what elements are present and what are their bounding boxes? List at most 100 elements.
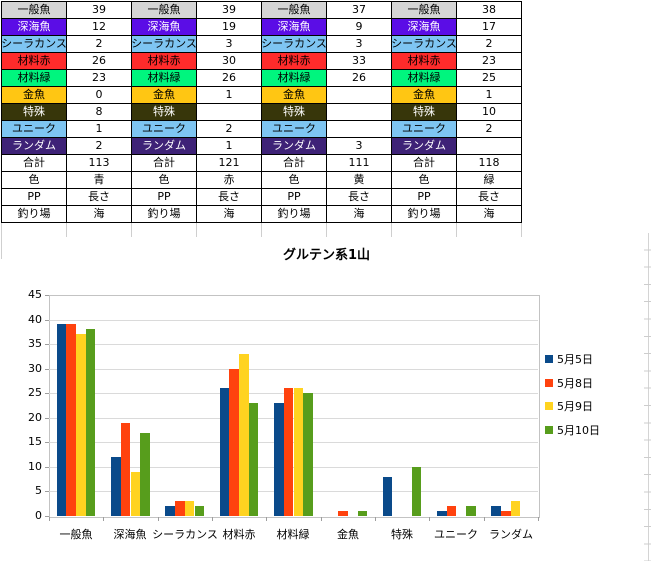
bar-5月9日-深海魚[interactable]: [130, 471, 141, 516]
bar-5月5日-特殊[interactable]: [382, 476, 393, 516]
table-1-label-cell[interactable]: 合計: [2, 155, 67, 172]
table-1-label-cell[interactable]: 金魚: [2, 87, 67, 104]
table-2-value-cell[interactable]: 26: [197, 70, 262, 87]
bar-5月10日-シーラカンス[interactable]: [194, 506, 205, 516]
table-3-label-cell[interactable]: 深海魚: [262, 19, 327, 36]
bar-5月5日-シーラカンス[interactable]: [165, 506, 176, 516]
table-1-value-cell[interactable]: 12: [67, 19, 132, 36]
table-3-label-cell[interactable]: 材料赤: [262, 53, 327, 70]
table-2-label-cell[interactable]: ランダム: [132, 138, 197, 155]
bar-5月8日-金魚[interactable]: [338, 511, 348, 516]
bar-5月5日-材料赤[interactable]: [219, 388, 230, 516]
table-3-label-cell[interactable]: シーラカンス: [262, 36, 327, 53]
table-3-value-cell[interactable]: 長さ: [327, 189, 392, 206]
bar-5月10日-材料緑[interactable]: [303, 393, 313, 516]
table-4-label-cell[interactable]: 金魚: [392, 87, 457, 104]
bar-5月10日-特殊[interactable]: [411, 466, 422, 516]
table-3-label-cell[interactable]: ランダム: [262, 138, 327, 155]
table-1-label-cell[interactable]: 釣り場: [2, 206, 67, 223]
table-3-value-cell[interactable]: 26: [327, 70, 392, 87]
table-2-label-cell[interactable]: ユニーク: [132, 121, 197, 138]
table-4-value-cell[interactable]: 1: [457, 87, 522, 104]
bar-5月5日-深海魚[interactable]: [111, 457, 121, 516]
table-1-value-cell[interactable]: 39: [67, 2, 132, 19]
table-3-value-cell[interactable]: 111: [327, 155, 392, 172]
table-1-value-cell[interactable]: 26: [67, 53, 132, 70]
table-2-label-cell[interactable]: 深海魚: [132, 19, 197, 36]
table-4-label-cell[interactable]: 深海魚: [392, 19, 457, 36]
table-1-value-cell[interactable]: 青: [67, 172, 132, 189]
bar-5月9日-一般魚[interactable]: [76, 334, 86, 516]
table-4-label-cell[interactable]: 材料緑: [392, 70, 457, 87]
bar-5月9日-材料緑[interactable]: [293, 388, 304, 516]
legend-item[interactable]: 5月9日: [545, 399, 593, 413]
table-4-label-cell[interactable]: ユニーク: [392, 121, 457, 138]
bar-5月10日-一般魚[interactable]: [85, 329, 96, 516]
table-1-label-cell[interactable]: 一般魚: [2, 2, 67, 19]
bar-5月5日-材料緑[interactable]: [274, 403, 284, 516]
bar-5月8日-ランダム[interactable]: [501, 511, 511, 516]
table-1-value-cell[interactable]: 1: [67, 121, 132, 138]
bar-5月8日-深海魚[interactable]: [120, 422, 131, 516]
bar-5月10日-深海魚[interactable]: [140, 432, 150, 516]
table-3-value-cell[interactable]: 33: [327, 53, 392, 70]
table-1-label-cell[interactable]: 材料緑: [2, 70, 67, 87]
table-3-label-cell[interactable]: 金魚: [262, 87, 327, 104]
table-1-label-cell[interactable]: 色: [2, 172, 67, 189]
bar-5月10日-ユニーク[interactable]: [466, 506, 476, 516]
table-2-value-cell[interactable]: 30: [197, 53, 262, 70]
table-2-label-cell[interactable]: PP: [132, 189, 197, 206]
table-3-value-cell[interactable]: [327, 87, 392, 104]
table-3-value-cell[interactable]: [327, 121, 392, 138]
table-1-value-cell[interactable]: 2: [67, 36, 132, 53]
table-4-value-cell[interactable]: 海: [457, 206, 522, 223]
bar-5月10日-金魚[interactable]: [357, 511, 368, 516]
table-4-value-cell[interactable]: [457, 138, 522, 155]
table-1-label-cell[interactable]: シーラカンス: [2, 36, 67, 53]
table-3-value-cell[interactable]: 9: [327, 19, 392, 36]
table-1-value-cell[interactable]: 0: [67, 87, 132, 104]
table-1-label-cell[interactable]: 深海魚: [2, 19, 67, 36]
table-1-value-cell[interactable]: 2: [67, 138, 132, 155]
bar-5月8日-ユニーク[interactable]: [446, 506, 457, 516]
table-3-value-cell[interactable]: 海: [327, 206, 392, 223]
bar-5月10日-材料赤[interactable]: [248, 403, 259, 516]
table-4-value-cell[interactable]: 25: [457, 70, 522, 87]
table-4-value-cell[interactable]: 緑: [457, 172, 522, 189]
table-4-value-cell[interactable]: 2: [457, 36, 522, 53]
table-2-value-cell[interactable]: 1: [197, 138, 262, 155]
table-3-label-cell[interactable]: 合計: [262, 155, 327, 172]
table-1-value-cell[interactable]: 23: [67, 70, 132, 87]
table-3-label-cell[interactable]: 材料緑: [262, 70, 327, 87]
table-4-label-cell[interactable]: 材料赤: [392, 53, 457, 70]
table-2-label-cell[interactable]: 合計: [132, 155, 197, 172]
table-1-value-cell[interactable]: 長さ: [67, 189, 132, 206]
table-4-value-cell[interactable]: 17: [457, 19, 522, 36]
table-4-label-cell[interactable]: 色: [392, 172, 457, 189]
bar-5月5日-一般魚[interactable]: [56, 324, 67, 516]
bar-5月9日-シーラカンス[interactable]: [184, 501, 195, 516]
table-3-label-cell[interactable]: PP: [262, 189, 327, 206]
bar-5月8日-シーラカンス[interactable]: [175, 501, 185, 516]
table-2-value-cell[interactable]: 2: [197, 121, 262, 138]
table-1-value-cell[interactable]: 113: [67, 155, 132, 172]
bar-5月5日-ユニーク[interactable]: [437, 511, 447, 516]
table-4-value-cell[interactable]: 長さ: [457, 189, 522, 206]
table-3-value-cell[interactable]: [327, 104, 392, 121]
table-2-value-cell[interactable]: 121: [197, 155, 262, 172]
table-2-value-cell[interactable]: 1: [197, 87, 262, 104]
table-1-label-cell[interactable]: PP: [2, 189, 67, 206]
legend-item[interactable]: 5月10日: [545, 423, 600, 437]
table-1-value-cell[interactable]: 8: [67, 104, 132, 121]
table-3-label-cell[interactable]: 一般魚: [262, 2, 327, 19]
table-3-value-cell[interactable]: 3: [327, 138, 392, 155]
table-2-label-cell[interactable]: 材料赤: [132, 53, 197, 70]
table-3-label-cell[interactable]: ユニーク: [262, 121, 327, 138]
legend-item[interactable]: 5月5日: [545, 352, 593, 366]
table-2-label-cell[interactable]: 一般魚: [132, 2, 197, 19]
table-3-label-cell[interactable]: 釣り場: [262, 206, 327, 223]
table-3-label-cell[interactable]: 特殊: [262, 104, 327, 121]
table-2-label-cell[interactable]: 金魚: [132, 87, 197, 104]
table-4-label-cell[interactable]: PP: [392, 189, 457, 206]
bar-5月9日-ランダム[interactable]: [510, 501, 521, 516]
